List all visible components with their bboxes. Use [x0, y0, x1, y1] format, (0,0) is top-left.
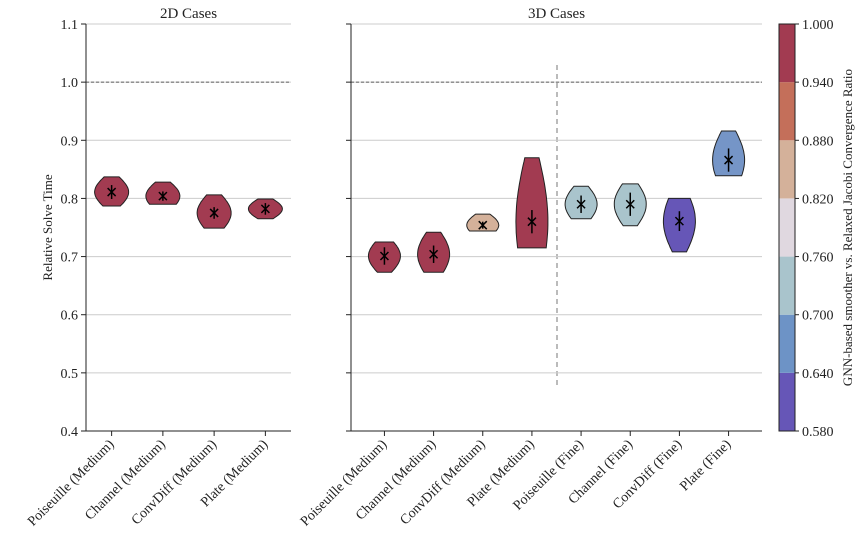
colorbar-band [779, 198, 795, 257]
colorbar-tick-label: 0.640 [802, 367, 834, 382]
colorbar-tick-label: 0.880 [802, 134, 834, 149]
y-tick-label: 0.4 [61, 425, 79, 440]
y-tick-label: 0.9 [61, 134, 79, 149]
panel-title: 2D Cases [160, 6, 217, 22]
y-tick-label: 0.8 [61, 192, 79, 207]
colorbar-band [779, 140, 795, 199]
mean-marker [478, 220, 488, 230]
mean-marker [158, 191, 168, 201]
mean-marker [625, 199, 635, 209]
x-tick-label: Poiseuille (Medium) [298, 437, 391, 530]
mean-marker [724, 155, 734, 165]
x-tick-label: Plate (Fine) [677, 437, 734, 494]
y-axis-label: Relative Solve Time [40, 174, 55, 280]
colorbar-tick-label: 0.760 [802, 251, 834, 266]
x-tick-label: ConvDiff (Medium) [129, 437, 220, 528]
colorbar-band [779, 256, 795, 315]
mean-marker [107, 187, 117, 197]
mean-marker [209, 208, 219, 218]
y-tick-label: 0.6 [61, 309, 79, 324]
colorbar-tick-label: 0.940 [802, 76, 834, 91]
colorbar-tick-label: 0.700 [802, 309, 834, 324]
colorbar-band [779, 82, 795, 141]
mean-marker [576, 199, 586, 209]
mean-marker [674, 216, 684, 226]
mean-marker [527, 217, 537, 227]
colorbar-band [779, 372, 795, 431]
mean-marker [379, 251, 389, 261]
panel-title: 3D Cases [528, 6, 585, 22]
y-tick-label: 0.5 [61, 367, 79, 382]
colorbar-tick-label: 0.820 [802, 192, 834, 207]
mean-marker [429, 249, 439, 259]
colorbar-band [779, 24, 795, 83]
y-tick-label: 1.1 [61, 18, 79, 33]
x-tick-label: ConvDiff (Medium) [398, 437, 489, 528]
violin [515, 157, 549, 249]
mean-marker [260, 204, 270, 214]
x-tick-label: Poiseuille (Medium) [25, 437, 118, 530]
colorbar-band [779, 314, 795, 373]
y-tick-label: 0.7 [61, 251, 79, 266]
colorbar-tick-label: 0.580 [802, 425, 834, 440]
colorbar-label: GNN-based smoother vs. Relaxed Jacobi Co… [840, 69, 855, 386]
y-tick-label: 1.0 [61, 76, 79, 91]
colorbar-tick-label: 1.000 [802, 18, 834, 33]
colorbar-frame [778, 23, 796, 432]
